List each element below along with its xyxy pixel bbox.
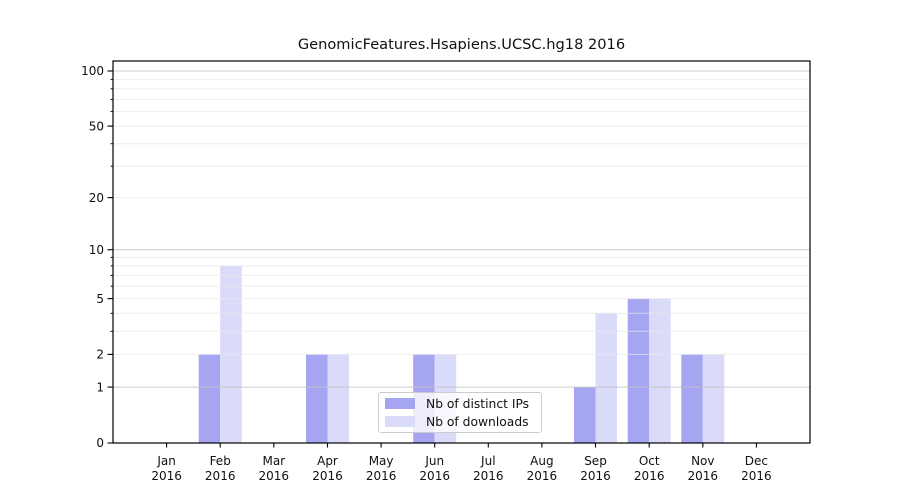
bar-nov-distinct-ips	[681, 354, 703, 443]
x-tick-label-month: Feb	[210, 454, 231, 468]
bar-oct-distinct-ips	[627, 298, 650, 443]
x-tick-label-year: 2016	[151, 469, 182, 483]
y-tick-label: 0	[96, 436, 104, 450]
x-tick-label-month: Jul	[480, 454, 495, 468]
x-tick-label-year: 2016	[366, 469, 397, 483]
legend-swatch-downloads	[385, 416, 415, 427]
x-axis-group: Jan2016Feb2016Mar2016Apr2016May2016Jun20…	[151, 443, 772, 483]
y-tick-label: 20	[89, 191, 104, 205]
bar-oct-downloads	[649, 298, 671, 443]
y-tick-label: 100	[81, 64, 104, 78]
x-tick-label-year: 2016	[473, 469, 504, 483]
bar-nov-downloads	[702, 354, 725, 443]
x-tick-label-year: 2016	[580, 469, 611, 483]
x-tick-label-month: Mar	[262, 454, 285, 468]
legend: Nb of distinct IPs Nb of downloads	[378, 392, 542, 433]
bar-apr-distinct-ips	[306, 354, 328, 443]
x-tick-label-year: 2016	[205, 469, 236, 483]
x-tick-label-year: 2016	[259, 469, 290, 483]
x-tick-label-month: Sep	[584, 454, 607, 468]
x-tick-label-month: Oct	[639, 454, 660, 468]
y-tick-label: 10	[89, 243, 104, 257]
gridlines-group	[113, 70, 810, 388]
bar-sep-downloads	[595, 313, 617, 443]
x-tick-label-month: Nov	[691, 454, 714, 468]
x-tick-label-month: Jan	[156, 454, 176, 468]
legend-item-distinct-ips: Nb of distinct IPs	[385, 397, 533, 411]
x-tick-label-year: 2016	[688, 469, 719, 483]
x-tick-label-month: May	[369, 454, 394, 468]
y-tick-label: 50	[89, 119, 104, 133]
x-tick-label-year: 2016	[741, 469, 772, 483]
y-tick-label: 2	[96, 348, 104, 362]
x-tick-label-year: 2016	[312, 469, 343, 483]
y-tick-label: 1	[96, 380, 104, 394]
x-tick-label-month: Apr	[317, 454, 338, 468]
x-tick-label-year: 2016	[527, 469, 558, 483]
x-tick-label-month: Dec	[745, 454, 768, 468]
x-tick-label-month: Aug	[530, 454, 553, 468]
chart-title: GenomicFeatures.Hsapiens.UCSC.hg18 2016	[297, 36, 626, 53]
x-tick-label-month: Jun	[424, 454, 444, 468]
legend-label-downloads: Nb of downloads	[426, 414, 529, 429]
bar-apr-downloads	[327, 354, 349, 443]
legend-item-downloads: Nb of downloads	[385, 415, 533, 429]
bar-feb-distinct-ips	[198, 354, 221, 443]
y-axis-group: 0 1 2 5 10 20 50 100	[81, 64, 113, 450]
legend-swatch-distinct-ips	[385, 398, 415, 409]
x-tick-label-year: 2016	[419, 469, 450, 483]
y-tick-label: 5	[96, 292, 104, 306]
legend-label-distinct-ips: Nb of distinct IPs	[426, 396, 530, 411]
x-tick-label-year: 2016	[634, 469, 665, 483]
plot-border	[112, 60, 811, 444]
bar-sep-distinct-ips	[574, 387, 596, 443]
